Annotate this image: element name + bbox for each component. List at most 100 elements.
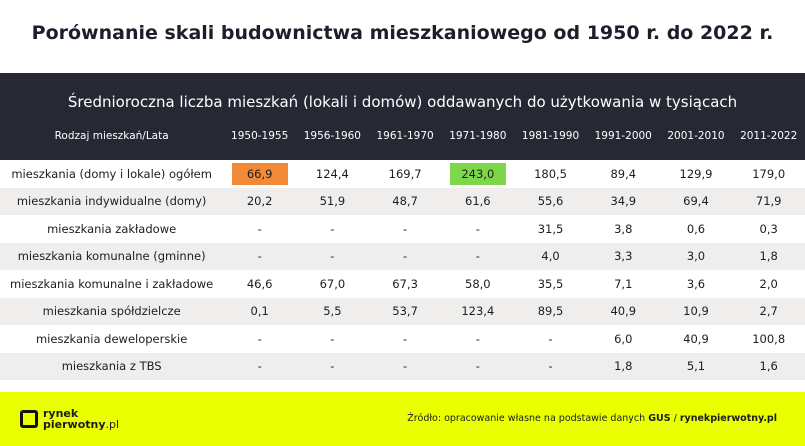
cell-wrap: 123,4 [441, 300, 514, 322]
cell-wrap: 20,2 [223, 190, 296, 212]
cell-wrap: 100,8 [732, 328, 805, 350]
table-cell: 89,5 [537, 304, 564, 319]
table-row: mieszkania z TBS - - - - - 1,8 5,1 1,6 [0, 352, 805, 380]
table-cell: 67,0 [319, 276, 346, 291]
table-cell: 35,5 [537, 276, 564, 291]
table-cell: - [330, 249, 335, 264]
cell-wrap: 48,7 [369, 190, 442, 212]
table-cell: - [548, 331, 553, 346]
table-cell: 2,0 [759, 276, 778, 291]
table-cell: 31,5 [537, 221, 564, 236]
table-cell: 243,0 [449, 162, 506, 185]
cell-wrap: 180,5 [514, 163, 587, 185]
row-label: mieszkania komunalne (gminne) [17, 249, 206, 264]
table-cell: 1,8 [614, 359, 633, 374]
table-cell: 46,6 [246, 276, 273, 291]
table-cell: 69,4 [683, 194, 709, 209]
cell-wrap: 51,9 [296, 190, 369, 212]
column-header: 1956-1960 [303, 130, 361, 142]
cell-wrap: - [296, 245, 369, 267]
cell-wrap: - [441, 328, 514, 350]
table-cell: - [403, 221, 408, 236]
cell-wrap: - [514, 355, 587, 377]
source-sep: / [670, 413, 680, 424]
row-label: mieszkania komunalne i zakładowe [10, 276, 214, 291]
row-label: mieszkania spółdzielcze [42, 304, 181, 319]
logo-line2: pierwotny [43, 418, 106, 431]
cell-wrap: - [296, 328, 369, 350]
cell-wrap: 1,6 [732, 355, 805, 377]
table-cell: 51,9 [319, 194, 346, 209]
table-cell: - [403, 331, 408, 346]
row-label: mieszkania z TBS [61, 359, 162, 374]
row-header-label: Rodzaj mieszkań/Lata [54, 130, 169, 142]
table-cell: 89,4 [610, 166, 637, 181]
column-header: 1950-1955 [231, 130, 289, 142]
table-cell: 53,7 [392, 304, 418, 319]
cell-wrap: - [223, 328, 296, 350]
table-row: mieszkania komunalne (gminne) - - - - 4,0 3,3 3… [0, 242, 805, 270]
cell-wrap: 124,4 [296, 163, 369, 185]
cell-wrap: 243,0 [441, 162, 514, 185]
cell-wrap: 3,3 [587, 245, 660, 267]
table-cell: 20,2 [246, 194, 273, 209]
table-cell: 1,8 [759, 249, 778, 264]
cell-wrap: 3,6 [660, 273, 733, 295]
table-cell: 3,6 [686, 276, 706, 291]
table-cell: 10,9 [683, 304, 709, 319]
cell-wrap: 3,0 [660, 245, 733, 267]
table-cell: - [475, 221, 480, 236]
table-cell: - [257, 359, 262, 374]
cell-wrap: 1,8 [587, 355, 660, 377]
cell-wrap: - [369, 355, 442, 377]
logo-line1: rynek [43, 407, 79, 420]
table-cell: 3,0 [686, 249, 706, 264]
column-header: 2011-2022 [740, 130, 798, 142]
column-header: 1981-1990 [521, 130, 580, 142]
cell-wrap: 169,7 [369, 163, 442, 185]
table-cell: 58,0 [465, 276, 491, 291]
cell-wrap: - [441, 245, 514, 267]
footer: rynek pierwotny.pl Źródło: opracowanie wł… [0, 392, 805, 446]
cell-wrap: 3,8 [587, 218, 660, 240]
table-cell: 40,9 [683, 331, 709, 346]
cell-wrap: 31,5 [514, 218, 587, 240]
table-cell: 55,6 [537, 194, 564, 209]
cell-wrap: - [441, 218, 514, 240]
table-cell: 5,1 [686, 359, 706, 374]
cell-wrap: 67,3 [369, 273, 442, 295]
table-cell: - [330, 221, 335, 236]
cell-wrap: 89,4 [587, 163, 660, 185]
cell-wrap: 4,0 [514, 245, 587, 267]
table-cell: 0,6 [686, 221, 706, 236]
cell-wrap: 71,9 [732, 190, 805, 212]
table-subtitle: Średnioroczna liczba mieszkań (lokali i … [67, 93, 738, 111]
column-header: 1961-1970 [376, 130, 434, 142]
table-cell: 61,6 [465, 194, 491, 209]
cell-wrap: - [441, 355, 514, 377]
table-row: mieszkania zakładowe - - - - 31,5 3,8 0,6 0,3 [0, 215, 805, 243]
cell-wrap: - [369, 328, 442, 350]
table-cell: 71,9 [755, 194, 782, 209]
table-cell: 0,3 [759, 221, 778, 236]
cell-wrap: - [514, 328, 587, 350]
table-cell: - [330, 359, 335, 374]
cell-wrap: 89,5 [514, 300, 587, 322]
table-cell: 180,5 [534, 166, 567, 181]
cell-wrap: 6,0 [587, 328, 660, 350]
cell-wrap: 55,6 [514, 190, 587, 212]
cell-wrap: - [223, 355, 296, 377]
table-cell: 3,3 [614, 249, 633, 264]
table-cell: 3,8 [614, 221, 633, 236]
table-cell: 100,8 [752, 331, 786, 346]
cell-wrap: 5,5 [296, 300, 369, 322]
logo-icon [20, 410, 38, 428]
table-cell: 40,9 [610, 304, 637, 319]
column-header: 1971-1980 [449, 130, 507, 142]
table-cell: 169,7 [388, 166, 422, 181]
table-cell: 123,4 [461, 304, 495, 319]
table-cell: - [403, 249, 408, 264]
source-site: rynekpierwotny.pl [679, 413, 777, 424]
column-headers: Rodzaj mieszkań/Lata 1950-1955 1956-1960 19… [0, 130, 805, 142]
cell-wrap: - [296, 218, 369, 240]
